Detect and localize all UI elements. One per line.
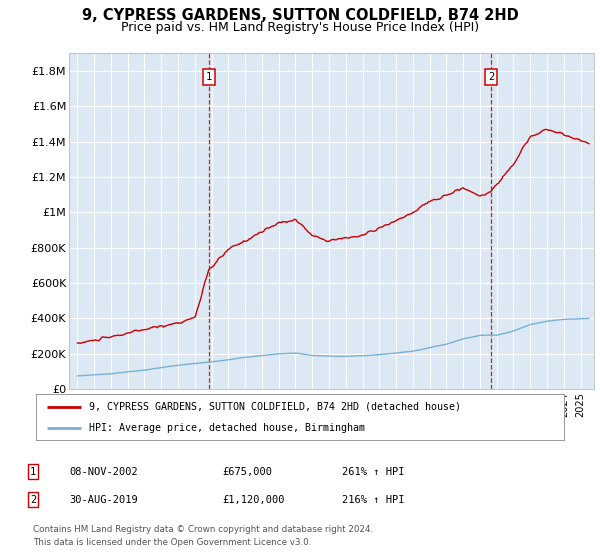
Text: 1: 1: [30, 466, 36, 477]
Text: 261% ↑ HPI: 261% ↑ HPI: [342, 466, 404, 477]
Text: 216% ↑ HPI: 216% ↑ HPI: [342, 494, 404, 505]
Text: 2: 2: [30, 494, 36, 505]
Text: 30-AUG-2019: 30-AUG-2019: [69, 494, 138, 505]
Text: 2: 2: [488, 72, 494, 82]
Text: Contains HM Land Registry data © Crown copyright and database right 2024.: Contains HM Land Registry data © Crown c…: [33, 525, 373, 534]
Text: £1,120,000: £1,120,000: [222, 494, 284, 505]
Text: 9, CYPRESS GARDENS, SUTTON COLDFIELD, B74 2HD: 9, CYPRESS GARDENS, SUTTON COLDFIELD, B7…: [82, 8, 518, 24]
Text: £675,000: £675,000: [222, 466, 272, 477]
Text: Price paid vs. HM Land Registry's House Price Index (HPI): Price paid vs. HM Land Registry's House …: [121, 21, 479, 34]
Text: This data is licensed under the Open Government Licence v3.0.: This data is licensed under the Open Gov…: [33, 538, 311, 547]
Text: 1: 1: [206, 72, 212, 82]
Text: 08-NOV-2002: 08-NOV-2002: [69, 466, 138, 477]
Text: 9, CYPRESS GARDENS, SUTTON COLDFIELD, B74 2HD (detached house): 9, CYPRESS GARDENS, SUTTON COLDFIELD, B7…: [89, 402, 461, 412]
Text: HPI: Average price, detached house, Birmingham: HPI: Average price, detached house, Birm…: [89, 423, 365, 433]
